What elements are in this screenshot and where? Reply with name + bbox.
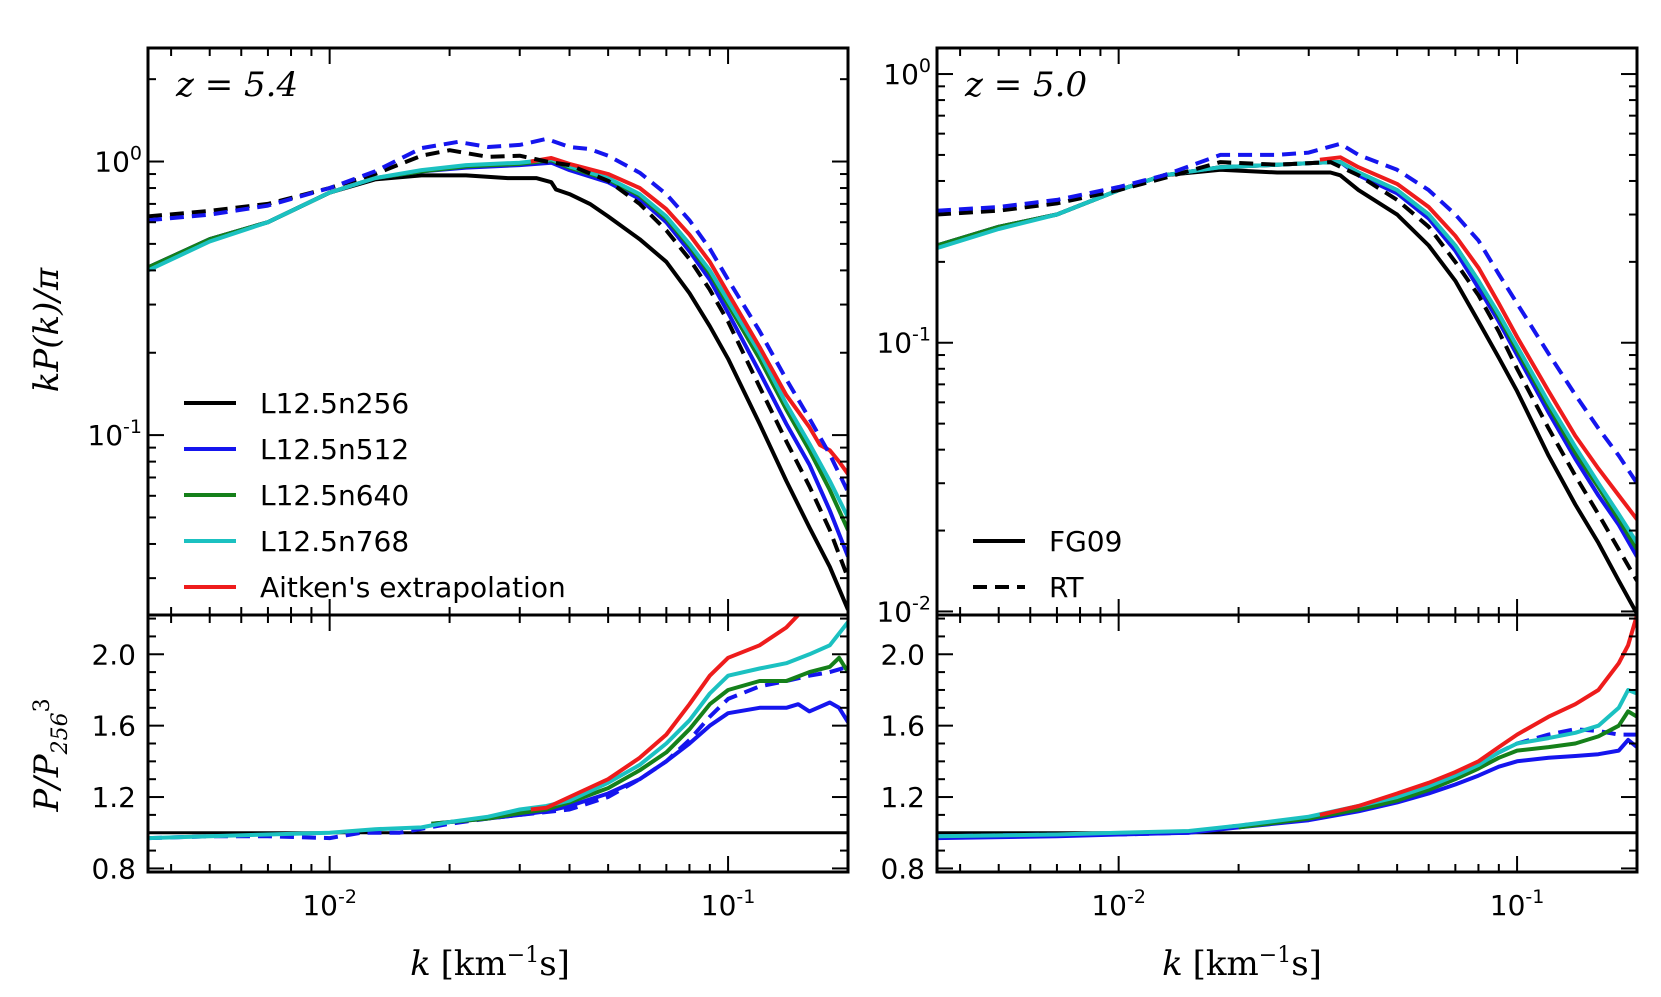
top-left-panel: 100 10-1 z = 5.4 L12.5n256 L12.5n512 L12.5n64… xyxy=(87,46,850,617)
y-tick-label: 100 xyxy=(883,55,931,91)
y-tick-label: 1.2 xyxy=(91,781,136,814)
y-tick-label: 0.8 xyxy=(880,852,925,885)
legend-label: L12.5n768 xyxy=(260,525,409,558)
y-tick-label: 1.6 xyxy=(91,710,136,743)
redshift-label: z = 5.0 xyxy=(964,65,1087,105)
x-tick-label: 10-2 xyxy=(1091,886,1146,922)
series-line xyxy=(1319,155,1637,521)
series-line xyxy=(937,688,1637,839)
upper-y-axis-label: kP(k)/π xyxy=(27,267,67,392)
lower-y-axis-label: P/P2563 xyxy=(27,698,73,812)
legend: FG09 RT xyxy=(973,525,1122,604)
legend-label: RT xyxy=(1049,571,1084,604)
series-group xyxy=(148,615,848,841)
series-line xyxy=(148,157,848,519)
y-tick-label: 10-1 xyxy=(87,416,142,452)
series-line xyxy=(1319,615,1637,817)
legend-label: FG09 xyxy=(1049,525,1122,558)
series-group xyxy=(937,615,1637,841)
legend-label: L12.5n512 xyxy=(260,433,409,466)
x-tick-label: 10-1 xyxy=(1490,886,1545,922)
series-line xyxy=(148,136,848,493)
series-group xyxy=(937,141,1637,615)
series-line xyxy=(937,141,1637,485)
legend-label: Aitken's extrapolation xyxy=(260,571,566,604)
x-tick-label: 10-1 xyxy=(701,886,756,922)
bottom-right-panel: 10-2 10-1 0.8 1.2 1.6 2.0 xyxy=(880,613,1639,922)
y-tick-label: 10-2 xyxy=(876,592,931,628)
y-tick-label: 2.0 xyxy=(91,638,136,671)
y-tick-label: 1.2 xyxy=(880,781,925,814)
series-line xyxy=(148,620,848,841)
y-tick-label: 1.6 xyxy=(880,710,925,743)
series-group xyxy=(148,136,848,611)
series-line xyxy=(1238,709,1637,830)
x-axis-label-left: k [km−1s] xyxy=(410,943,570,984)
y-tick-label: 100 xyxy=(94,143,142,179)
x-axis-label-right: k [km−1s] xyxy=(1162,943,1322,984)
series-line xyxy=(937,160,1637,582)
y-tick-label: 10-1 xyxy=(876,324,931,360)
series-line xyxy=(530,615,800,812)
legend: L12.5n256 L12.5n512 L12.5n640 L12.5n768 Aitk… xyxy=(184,387,566,604)
y-tick-label: 2.0 xyxy=(880,638,925,671)
legend-label: L12.5n640 xyxy=(260,479,409,512)
y-tick-label: 0.8 xyxy=(91,852,136,885)
x-tick-label: 10-2 xyxy=(302,886,357,922)
bottom-left-panel: 10-2 10-1 0.8 1.2 1.6 2.0 xyxy=(91,613,850,922)
redshift-label: z = 5.4 xyxy=(175,65,298,105)
legend-label: L12.5n256 xyxy=(260,387,409,420)
